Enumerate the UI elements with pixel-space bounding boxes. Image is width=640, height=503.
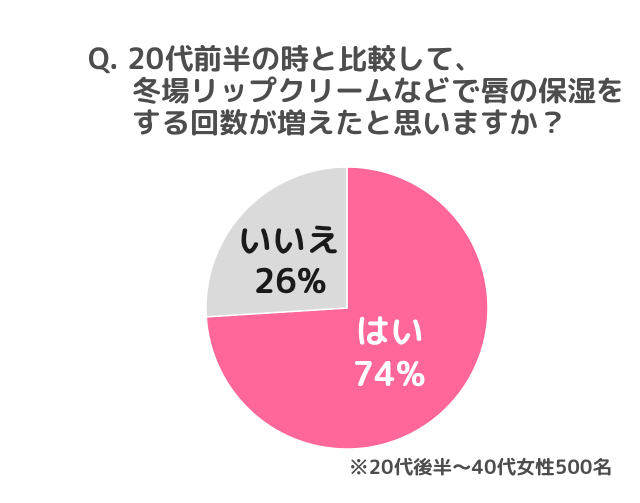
- svg-text:はい: はい: [356, 306, 424, 354]
- svg-text:26%: 26%: [253, 256, 326, 304]
- svg-text:74%: 74%: [352, 349, 425, 397]
